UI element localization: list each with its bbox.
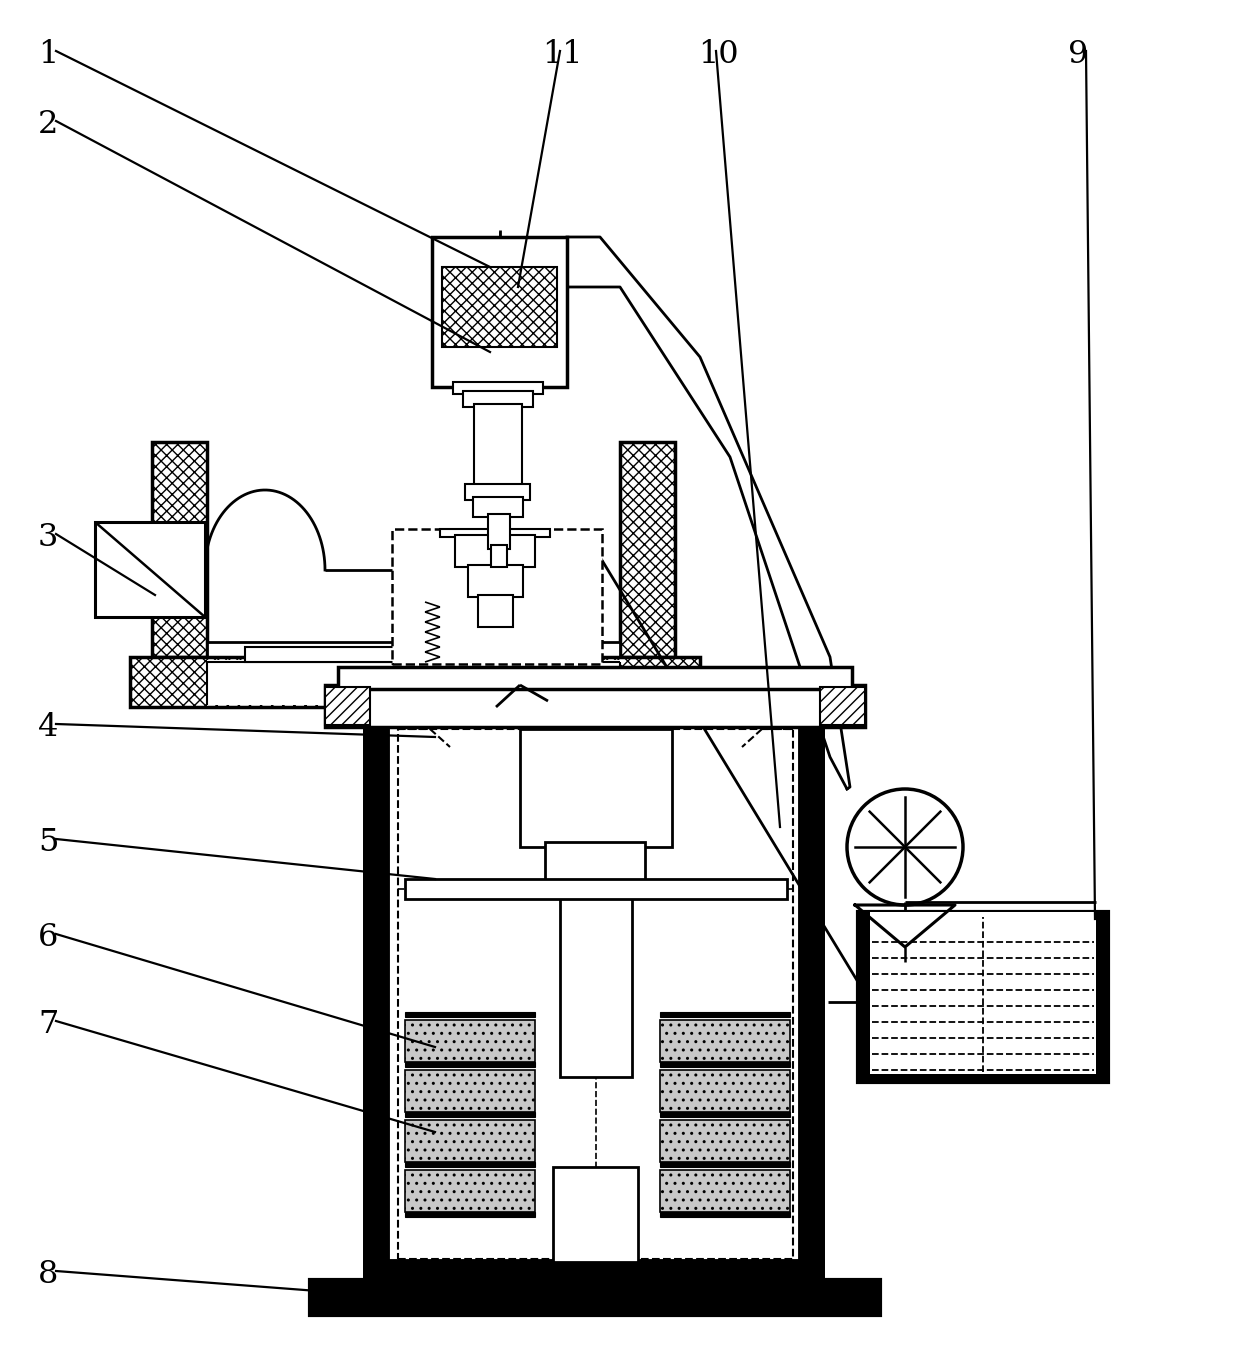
Text: 11: 11 [542, 39, 583, 71]
Bar [310, 1280, 880, 1315]
Bar [246, 647, 580, 662]
Bar [405, 1111, 534, 1117]
Bar [474, 404, 522, 487]
Bar [455, 535, 534, 567]
Bar [660, 1212, 790, 1217]
Bar [405, 1170, 534, 1212]
Bar [472, 497, 523, 517]
Bar [365, 725, 387, 1280]
Bar [405, 1162, 534, 1167]
Bar [660, 1063, 790, 1067]
Text: 3: 3 [38, 522, 58, 554]
Bar [546, 841, 645, 892]
Bar [553, 1167, 639, 1262]
Text: 8: 8 [38, 1259, 58, 1291]
Bar [405, 1020, 534, 1063]
Text: 2: 2 [38, 109, 58, 140]
Bar [660, 1020, 790, 1063]
Bar [660, 1170, 790, 1212]
Bar [660, 1071, 790, 1111]
Text: 1: 1 [38, 39, 58, 71]
Bar [325, 685, 866, 727]
Bar [405, 1120, 534, 1162]
Bar [440, 529, 551, 537]
Bar [387, 725, 799, 1261]
Bar [660, 1120, 790, 1162]
Bar [491, 546, 507, 567]
Bar [207, 642, 620, 660]
Bar [870, 912, 1096, 1073]
Bar [660, 1012, 790, 1016]
Bar [660, 1111, 790, 1117]
Bar [339, 668, 852, 689]
Bar [405, 1212, 534, 1217]
Bar [453, 383, 543, 394]
Bar [800, 725, 822, 1280]
Bar [432, 237, 567, 387]
Bar [130, 657, 701, 707]
Text: 10: 10 [698, 39, 739, 71]
Bar [467, 565, 523, 597]
Bar [820, 687, 866, 725]
Bar [95, 522, 205, 617]
Text: 4: 4 [38, 712, 58, 744]
Bar [405, 1071, 534, 1111]
Bar [463, 391, 533, 407]
Text: 6: 6 [38, 921, 58, 953]
Bar [325, 687, 370, 725]
Bar [398, 729, 794, 1259]
Bar [153, 442, 207, 657]
Text: 9: 9 [1068, 39, 1089, 71]
Bar [365, 1261, 822, 1280]
Bar [392, 529, 601, 664]
Bar [405, 1012, 534, 1016]
Text: 7: 7 [38, 1010, 58, 1039]
Bar [560, 887, 632, 1077]
Bar [405, 1063, 534, 1067]
Bar [660, 1162, 790, 1167]
Bar [405, 879, 787, 898]
Bar [620, 442, 675, 657]
Bar [477, 594, 513, 627]
Bar [858, 912, 1109, 1082]
Bar [465, 484, 529, 499]
Bar [489, 514, 510, 550]
Bar [520, 729, 672, 847]
Bar [207, 660, 620, 706]
Text: 5: 5 [38, 826, 58, 858]
Bar [441, 267, 557, 347]
